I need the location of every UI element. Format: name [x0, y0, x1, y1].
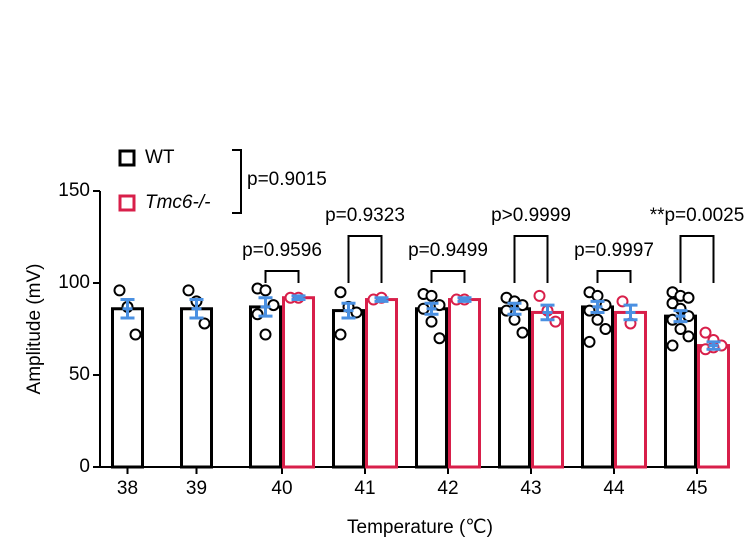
bar [531, 310, 564, 469]
x-tick-label: 43 [520, 478, 541, 499]
x-tick-label: 38 [117, 478, 138, 499]
data-point [350, 306, 363, 319]
error-bar [507, 301, 522, 316]
y-tick-label: 50 [69, 364, 90, 385]
comparison-bracket [264, 270, 300, 283]
comparison-label: p>0.9999 [491, 205, 571, 226]
error-bar [540, 303, 555, 322]
data-point [425, 289, 438, 302]
comparison-bracket [679, 235, 715, 283]
data-point [251, 308, 264, 321]
error-bar [590, 299, 605, 314]
comparison-label: p=0.9323 [325, 205, 405, 226]
legend-swatch [118, 194, 136, 212]
data-point [334, 328, 347, 341]
error-bar [706, 340, 721, 351]
x-tick-label: 39 [186, 478, 207, 499]
bar [365, 298, 398, 469]
x-axis-label: Temperature (℃) [347, 517, 493, 538]
error-bar [120, 298, 135, 320]
y-axis-label: Amplitude (mV) [24, 264, 45, 395]
data-point [682, 330, 695, 343]
comparison-label: **p=0.0025 [650, 205, 745, 226]
comparison-label: p=0.9997 [574, 240, 654, 261]
bar [614, 310, 647, 469]
comparison-bracket [596, 270, 632, 283]
bar [282, 296, 315, 469]
error-bar [457, 296, 472, 303]
error-bar [623, 303, 638, 322]
error-bar [189, 298, 204, 320]
legend-label: Tmc6-/- [145, 192, 210, 213]
data-point [533, 289, 546, 302]
data-point [599, 323, 612, 335]
data-point [549, 315, 562, 328]
y-tick-label: 100 [58, 272, 90, 293]
x-tick-label: 44 [603, 478, 625, 499]
data-point [433, 332, 446, 345]
x-tick-label: 40 [271, 478, 292, 499]
data-point [113, 284, 126, 297]
error-bar [424, 301, 439, 316]
comparison-bracket [513, 235, 549, 283]
data-point [129, 328, 142, 341]
data-point [591, 289, 604, 302]
comparison-bracket [347, 235, 383, 283]
data-point [666, 339, 679, 352]
data-point [583, 335, 596, 348]
data-point [508, 313, 521, 326]
overall-comparison: p=0.9015 [247, 169, 327, 190]
data-point [591, 313, 604, 326]
bar [448, 298, 481, 469]
data-point [516, 326, 529, 339]
error-bar [258, 296, 273, 318]
legend-label: WT [145, 147, 175, 168]
x-tick-label: 42 [437, 478, 458, 499]
error-bar [291, 294, 306, 302]
data-point [334, 286, 347, 299]
comparison-label: p=0.9596 [242, 240, 322, 261]
data-point [425, 315, 438, 328]
x-tick-label: 45 [686, 478, 707, 499]
data-point [267, 299, 280, 312]
y-tick-label: 0 [79, 456, 90, 477]
bar [415, 307, 448, 469]
data-point [198, 317, 211, 330]
legend-bracket [232, 149, 242, 214]
data-point [259, 284, 272, 297]
error-bar [341, 301, 356, 320]
data-point [674, 323, 687, 335]
data-point [699, 326, 712, 339]
data-point [259, 328, 272, 341]
bar [697, 344, 730, 469]
x-tick-label: 41 [354, 478, 375, 499]
y-tick-label: 150 [58, 180, 90, 201]
error-bar [673, 309, 688, 324]
bar [180, 307, 213, 469]
comparison-bracket [430, 270, 466, 283]
error-bar [374, 296, 389, 303]
data-point [666, 297, 679, 310]
legend-swatch [118, 149, 136, 167]
data-point [682, 291, 695, 304]
comparison-label: p=0.9499 [408, 240, 488, 261]
data-point [182, 284, 195, 297]
